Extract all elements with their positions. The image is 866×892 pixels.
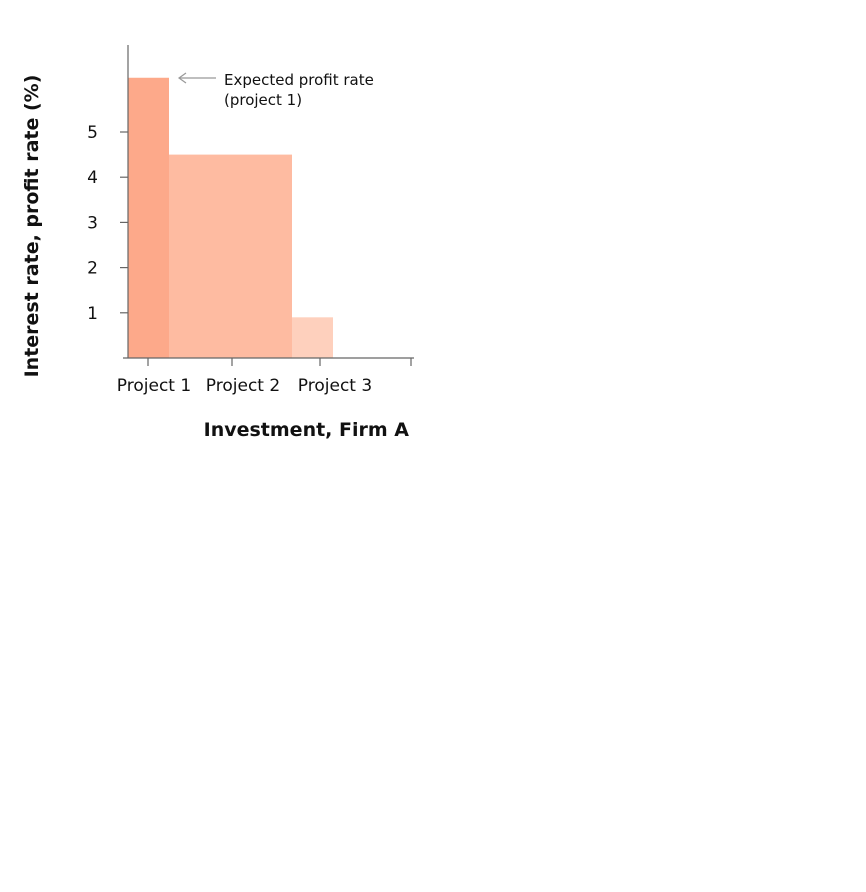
bar-project-1 (128, 77, 169, 358)
x-tick-label: Project 2 (206, 376, 280, 396)
y-tick-label: 3 (87, 213, 98, 233)
y-axis-title: Interest rate, profit rate (%) (21, 75, 43, 378)
annotation-line-2: (project 1) (224, 91, 302, 109)
y-tick-label: 4 (87, 168, 98, 188)
annotation-line-1: Expected profit rate (224, 71, 374, 89)
bar-project-2 (169, 154, 292, 358)
y-tick-label: 2 (87, 259, 98, 279)
x-tick-label: Project 1 (117, 376, 191, 396)
bars-group (128, 77, 333, 358)
y-ticks-group: 1 2 3 4 5 (87, 123, 128, 324)
bar-project-3 (292, 317, 333, 358)
x-axis-title: Investment, Firm A (204, 419, 410, 441)
x-ticks-group: Project 1 Project 2 Project 3 (117, 358, 412, 396)
axes-group (123, 45, 414, 359)
annotation: Expected profit rate (project 1) (177, 71, 374, 109)
x-tick-label: Project 3 (298, 376, 372, 396)
y-tick-label: 1 (87, 304, 98, 324)
annotation-arrow-head (177, 72, 187, 84)
y-tick-label: 5 (87, 123, 98, 143)
